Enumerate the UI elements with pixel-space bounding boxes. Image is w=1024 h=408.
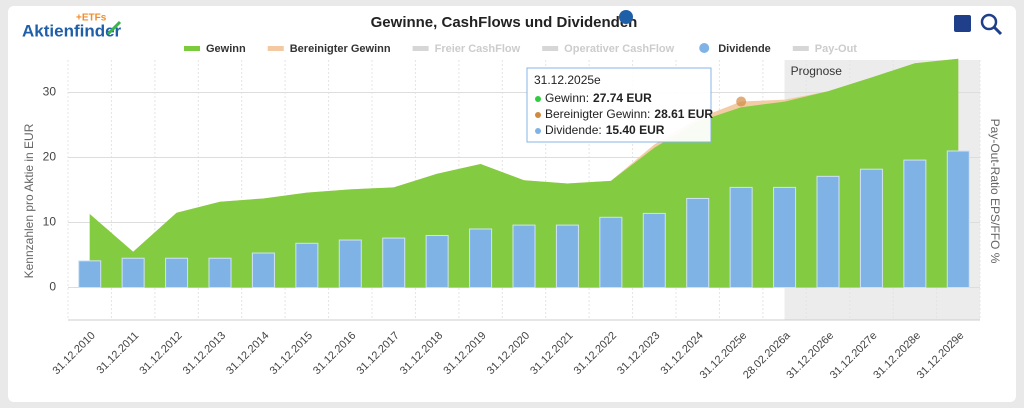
tooltip-title: 31.12.2025e bbox=[534, 73, 601, 87]
bar bbox=[121, 257, 145, 288]
bar bbox=[599, 216, 623, 288]
x-tick-label: 31.12.2022 bbox=[572, 330, 619, 377]
x-tick-label: 31.12.2013 bbox=[181, 330, 228, 377]
x-tick-label: 31.12.2020 bbox=[485, 330, 532, 377]
legend-label: Dividende bbox=[718, 43, 771, 55]
x-tick-label: 31.12.2012 bbox=[137, 330, 184, 377]
tooltip-value: 27.74 EUR bbox=[593, 91, 652, 105]
y-tick-label: 0 bbox=[49, 280, 56, 294]
bar bbox=[251, 252, 275, 289]
chart-title: Gewinne, CashFlows und Dividenden bbox=[371, 14, 638, 31]
tooltip-dot bbox=[535, 96, 541, 102]
logo-badge: +ETFs bbox=[76, 13, 107, 24]
legend-swatch bbox=[267, 46, 284, 51]
x-tick-label: 31.12.2029e bbox=[915, 330, 967, 382]
forecast-label: Prognose bbox=[791, 64, 843, 78]
legend-item[interactable]: Gewinn bbox=[184, 43, 246, 55]
tooltip-name: Dividende: bbox=[545, 123, 602, 137]
tooltip-value: 15.40 EUR bbox=[606, 123, 665, 137]
legend-label: Bereinigter Gewinn bbox=[290, 43, 391, 55]
y2-axis-title: Pay-Out-Ratio EPS/FFO % bbox=[988, 119, 1002, 264]
bar bbox=[512, 224, 536, 289]
legend-swatch bbox=[792, 46, 809, 51]
x-tick-label: 31.12.2019 bbox=[441, 330, 488, 377]
bar bbox=[903, 159, 927, 289]
info-icon[interactable] bbox=[619, 10, 633, 24]
legend-item[interactable]: Bereinigter Gewinn bbox=[267, 43, 391, 55]
legend-item[interactable]: Dividende bbox=[699, 43, 771, 55]
legend-swatch bbox=[184, 46, 200, 51]
bar bbox=[78, 260, 102, 289]
tooltip-row: Bereinigter Gewinn: 28.61 EUR bbox=[545, 107, 713, 121]
legend-label: Pay-Out bbox=[815, 43, 858, 55]
bar bbox=[816, 175, 840, 289]
legend-label: Operativer CashFlow bbox=[564, 43, 674, 55]
bar bbox=[729, 186, 753, 288]
legend-item[interactable]: Operativer CashFlow bbox=[542, 43, 675, 55]
legend-swatch bbox=[699, 43, 710, 53]
x-tick-label: 31.12.2021 bbox=[528, 330, 575, 377]
bar bbox=[165, 257, 189, 288]
zoom-icon[interactable] bbox=[980, 13, 998, 31]
x-tick-label: 31.12.2011 bbox=[94, 330, 141, 377]
y-tick-label: 20 bbox=[43, 150, 57, 164]
legend-label: Freier CashFlow bbox=[435, 43, 521, 55]
bar bbox=[382, 237, 406, 289]
x-tick-label: 31.12.2023 bbox=[615, 330, 662, 377]
bar bbox=[425, 235, 449, 288]
logo-text: Aktienfinder bbox=[22, 21, 122, 40]
bar bbox=[642, 212, 666, 288]
tooltip-dot bbox=[535, 112, 541, 118]
logo-arrow bbox=[106, 20, 122, 36]
legend-swatch bbox=[542, 46, 559, 51]
logo: Aktienfinder +ETFs bbox=[22, 13, 122, 41]
bar bbox=[686, 197, 710, 288]
legend-item[interactable]: Pay-Out bbox=[792, 43, 858, 55]
save-icon[interactable] bbox=[954, 15, 971, 32]
tooltip: 31.12.2025e Gewinn: 27.74 EUR Bereinigter G… bbox=[526, 67, 713, 143]
legend-label: Gewinn bbox=[206, 43, 246, 55]
legend-swatch bbox=[412, 46, 429, 51]
chart: Aktienfinder +ETFs Gewinne, CashFlows un… bbox=[22, 10, 1003, 382]
bar bbox=[773, 186, 797, 288]
bar bbox=[946, 150, 970, 288]
tooltip-dot bbox=[535, 128, 541, 134]
tooltip-box bbox=[526, 67, 712, 143]
x-tick-label: 31.12.2024 bbox=[658, 330, 705, 377]
bar bbox=[469, 228, 493, 288]
x-tick-label: 31.12.2018 bbox=[398, 330, 445, 377]
y-tick-label: 10 bbox=[43, 215, 57, 229]
tooltip-name: Gewinn: bbox=[545, 91, 589, 105]
bar bbox=[555, 224, 579, 289]
y-tick-label: 30 bbox=[43, 85, 57, 99]
y-axis-title: Kennzahlen pro Aktie in EUR bbox=[22, 123, 36, 278]
x-tick-label: 31.12.2010 bbox=[50, 330, 97, 377]
x-tick-label: 31.12.2017 bbox=[354, 330, 401, 377]
tooltip-value: 28.61 EUR bbox=[654, 107, 713, 121]
bar bbox=[295, 242, 319, 289]
zoom-icon-handle[interactable] bbox=[992, 25, 1003, 36]
tooltip-row: Dividende: 15.40 EUR bbox=[545, 123, 665, 137]
legend-item[interactable]: Freier CashFlow bbox=[412, 43, 521, 55]
hover-marker bbox=[736, 96, 747, 107]
card: Aktienfinder +ETFs Gewinne, CashFlows un… bbox=[8, 6, 1016, 402]
x-tick-label: 31.12.2015 bbox=[268, 330, 315, 377]
bar bbox=[859, 168, 883, 288]
x-tick-label: 31.12.2016 bbox=[311, 330, 358, 377]
tooltip-name: Bereinigter Gewinn: bbox=[545, 107, 650, 121]
bar bbox=[338, 239, 362, 289]
bar bbox=[208, 257, 232, 288]
x-tick-label: 31.12.2014 bbox=[224, 330, 271, 377]
tooltip-row: Gewinn: 27.74 EUR bbox=[545, 91, 652, 105]
